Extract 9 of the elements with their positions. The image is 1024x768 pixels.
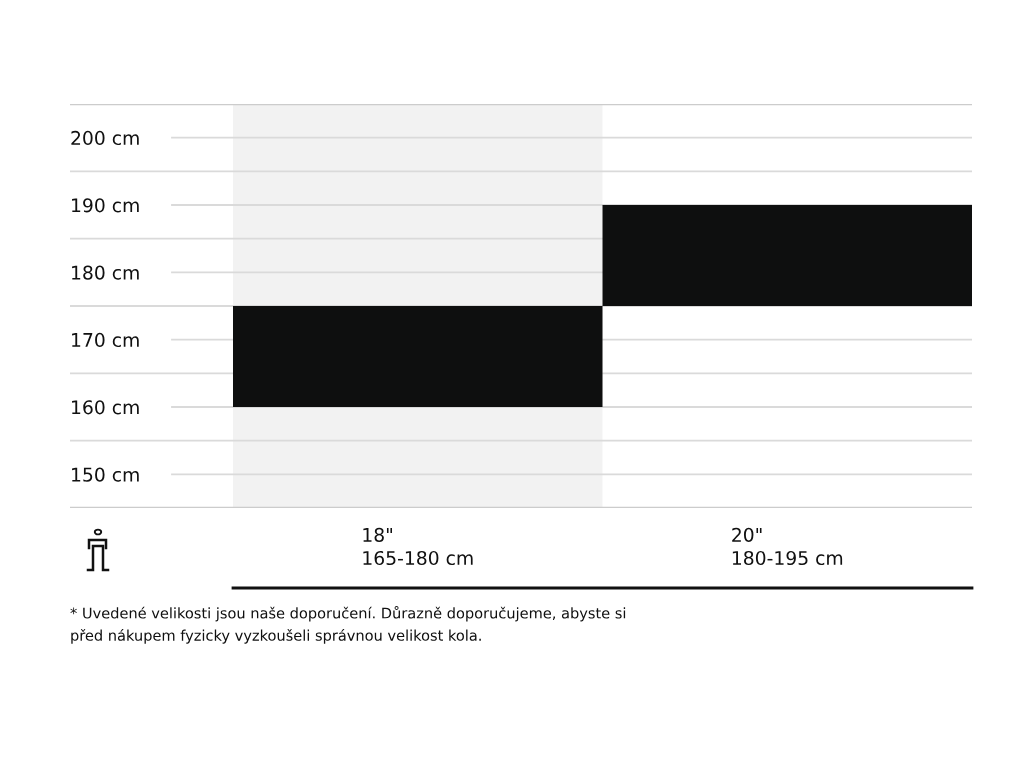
- y-tick-label: 160 cm: [72, 400, 139, 415]
- y-tick-label: 180 cm: [72, 265, 139, 280]
- y-tick-label: 200 cm: [71, 130, 139, 146]
- text: * Uvedené velikosti jsou naše doporučení. Důrazně doporučujeme, abyste si před nákupem fyzicky vyzkoušeli správnou velikost kola.: [70, 606, 626, 644]
- y-tick-label: 170 cm: [72, 332, 139, 348]
- y-tick-label: 190 cm: [72, 198, 139, 213]
- y-tick-label: 150 cm: [72, 467, 139, 482]
- x-tick-label: 20" 180-195 cm: [732, 527, 843, 566]
- x-tick-label: 18" 165-180 cm: [363, 527, 473, 566]
